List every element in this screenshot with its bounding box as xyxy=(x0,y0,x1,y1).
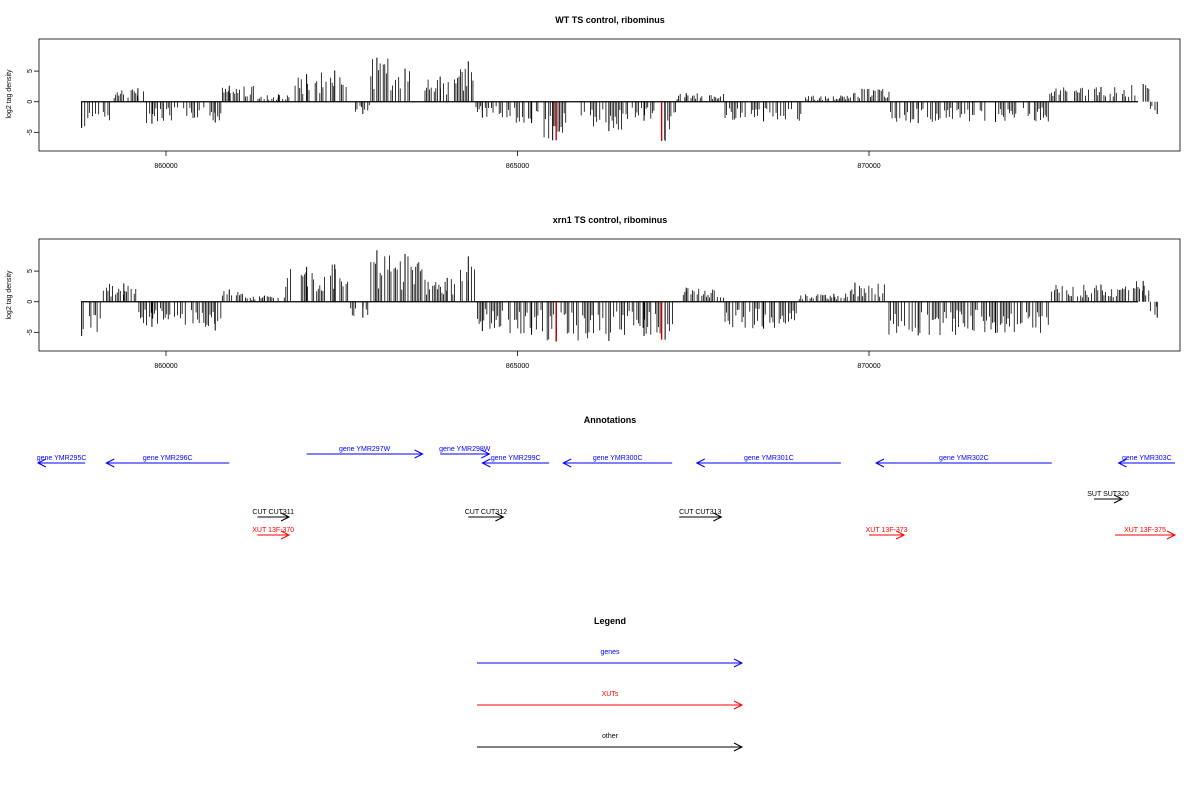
legend-item: other xyxy=(477,733,744,752)
bar-series xyxy=(81,250,1158,342)
arrow-head-icon xyxy=(733,658,744,668)
y-tick-label: 0 xyxy=(27,100,34,104)
annotation-feature: gene YMR296C xyxy=(105,455,230,468)
track-panel-xrn1: xrn1 TS control, ribominus log2 tag dens… xyxy=(6,215,1181,370)
feature-label: XUT 13F-375 xyxy=(1124,527,1166,534)
x-tick-label: 870000 xyxy=(857,363,880,370)
plot-frame xyxy=(38,238,1181,352)
arrow-head-icon xyxy=(695,458,705,468)
annotation-features: gene YMR295C gene YMR296C gene YMR297W gene… xyxy=(36,446,1177,540)
arrow-head-icon xyxy=(1166,530,1177,540)
x-tick-label: 865000 xyxy=(506,363,529,370)
arrow-head-icon xyxy=(280,512,291,522)
feature-label: CUT CUT311 xyxy=(252,509,294,516)
legend-panel: Legend genes XUTs other xyxy=(477,616,744,752)
annotations-title: Annotations xyxy=(584,415,637,425)
annotation-feature: gene YMR303C xyxy=(1117,455,1175,468)
arrow-head-icon xyxy=(1113,494,1124,504)
y-tick-label: -5 xyxy=(27,329,34,335)
legend-label: other xyxy=(602,733,619,740)
feature-label: gene YMR296C xyxy=(143,455,193,462)
arrow-head-icon xyxy=(105,458,115,468)
annotation-feature: XUT 13F-370 xyxy=(252,527,294,540)
annotation-feature: XUT 13F-375 xyxy=(1115,527,1177,540)
panel-title: WT TS control, ribominus xyxy=(555,15,665,25)
annotation-feature: gene YMR298W xyxy=(439,446,491,459)
panel-title: xrn1 TS control, ribominus xyxy=(553,215,668,225)
feature-label: gene YMR299C xyxy=(491,455,541,462)
feature-label: gene YMR295C xyxy=(37,455,87,462)
x-tick-label: 860000 xyxy=(154,163,177,170)
y-tick-label: 5 xyxy=(27,269,34,273)
feature-label: CUT CUT312 xyxy=(465,509,507,516)
x-axis: 860000 865000 870000 xyxy=(154,351,881,370)
x-tick-label: 870000 xyxy=(857,163,880,170)
annotation-feature: gene YMR302C xyxy=(874,455,1052,468)
annotation-feature: gene YMR300C xyxy=(562,455,673,468)
feature-label: gene YMR301C xyxy=(744,455,794,462)
feature-label: CUT CUT313 xyxy=(679,509,721,516)
arrow-head-icon xyxy=(713,512,723,522)
x-tick-label: 860000 xyxy=(154,363,177,370)
arrow-head-icon xyxy=(495,512,505,522)
legend-label: XUTs xyxy=(602,691,619,698)
y-tick-label: 0 xyxy=(27,300,34,304)
feature-label: gene YMR298W xyxy=(439,446,491,453)
arrow-head-icon xyxy=(733,742,744,752)
plot-frame xyxy=(38,38,1181,152)
feature-label: gene YMR303C xyxy=(1122,455,1172,462)
x-axis: 860000 865000 870000 xyxy=(154,151,881,170)
arrow-head-icon xyxy=(895,530,906,540)
annotation-feature: gene YMR295C xyxy=(36,455,87,468)
annotation-feature: XUT 13F-373 xyxy=(866,527,908,540)
legend-title: Legend xyxy=(594,616,626,626)
feature-label: SUT SUT320 xyxy=(1087,491,1129,498)
legend-item: XUTs xyxy=(477,691,744,710)
arrow-head-icon xyxy=(874,458,885,468)
arrow-head-icon xyxy=(562,458,572,468)
x-tick-label: 865000 xyxy=(506,163,529,170)
annotation-feature: gene YMR297W xyxy=(306,446,424,459)
annotations-panel: Annotations gene YMR295C gene YMR296Cgene… xyxy=(36,415,1177,540)
annotation-feature: CUT CUT313 xyxy=(679,509,723,522)
y-axis: -5 0 5 xyxy=(27,269,39,335)
annotation-feature: gene YMR299C xyxy=(481,455,550,468)
arrow-head-icon xyxy=(1117,458,1127,468)
annotation-feature: gene YMR301C xyxy=(695,455,841,468)
feature-label: XUT 13F-370 xyxy=(252,527,294,534)
legend-item: genes xyxy=(477,649,744,668)
arrow-head-icon xyxy=(481,458,491,468)
y-axis-label: log2 tag density xyxy=(6,270,13,320)
y-tick-label: 5 xyxy=(27,69,34,73)
y-axis: -5 0 5 xyxy=(27,69,39,135)
annotation-feature: CUT CUT312 xyxy=(465,509,507,522)
arrow-head-icon xyxy=(481,449,491,459)
arrow-head-icon xyxy=(280,530,291,540)
feature-label: gene YMR302C xyxy=(939,455,989,462)
y-tick-label: -5 xyxy=(27,129,34,135)
arrow-head-icon xyxy=(36,458,47,468)
annotation-feature: CUT CUT311 xyxy=(252,509,294,522)
legend-label: genes xyxy=(600,649,620,656)
annotation-feature: SUT SUT320 xyxy=(1087,491,1129,504)
bar-series xyxy=(81,57,1158,141)
arrow-head-icon xyxy=(733,700,744,710)
arrow-head-icon xyxy=(414,449,424,459)
legend-items: genes XUTs other xyxy=(477,649,744,752)
feature-label: gene YMR297W xyxy=(339,446,391,453)
y-axis-label: log2 tag density xyxy=(6,69,13,119)
feature-label: XUT 13F-373 xyxy=(866,527,908,534)
feature-label: gene YMR300C xyxy=(593,455,643,462)
track-panel-wt: WT TS control, ribominus log2 tag densit… xyxy=(6,15,1181,170)
